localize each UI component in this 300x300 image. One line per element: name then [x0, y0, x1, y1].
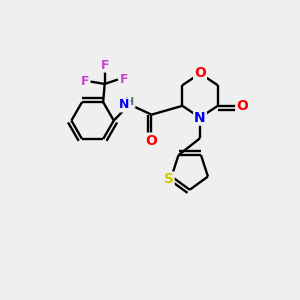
Text: N: N: [119, 98, 129, 111]
Text: F: F: [100, 58, 109, 72]
Text: O: O: [194, 66, 206, 80]
Text: F: F: [119, 73, 128, 86]
Text: O: O: [146, 134, 158, 148]
Text: N: N: [194, 111, 206, 124]
Text: S: S: [164, 172, 174, 187]
Text: H: H: [125, 97, 135, 107]
Text: F: F: [80, 75, 89, 88]
Text: O: O: [236, 99, 248, 113]
